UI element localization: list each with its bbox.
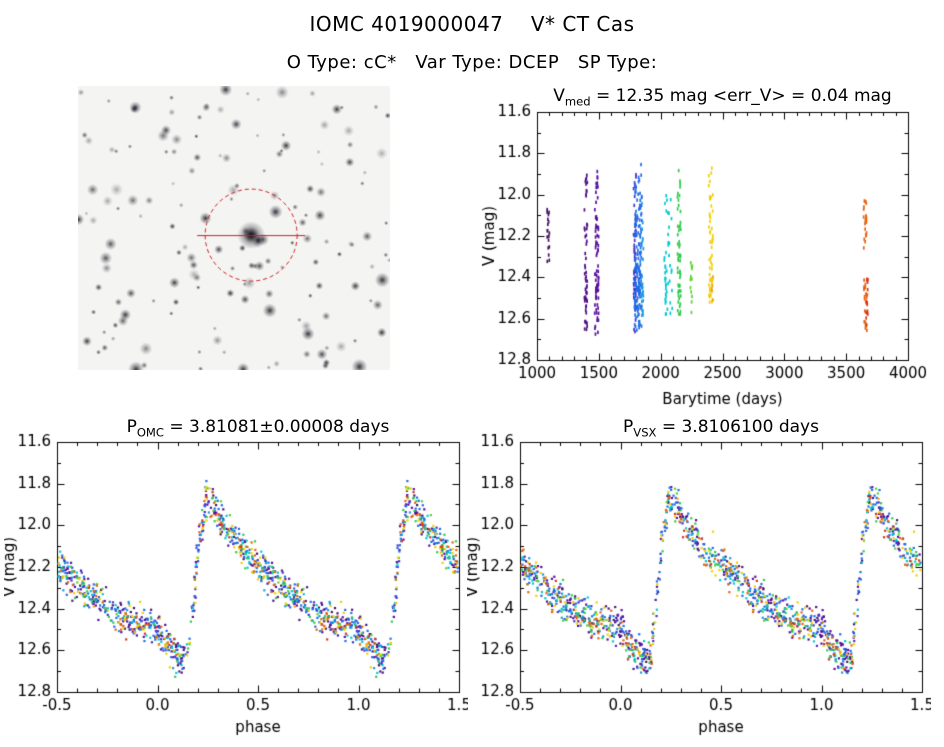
phase-vsx-canvas: [467, 415, 931, 747]
phase-vsx-plot: PVSX = 3.8106100 days: [467, 415, 931, 747]
page-title: IOMC 4019000047 V* CT Cas: [309, 12, 635, 36]
page-subtitle: O Type: cC* Var Type: DCEP SP Type:: [286, 52, 658, 73]
time-plot-title: Vmed = 12.35 mag <err_V> = 0.04 mag: [553, 86, 892, 109]
time-lightcurve-canvas: [480, 86, 940, 416]
phase-omc-canvas: [4, 415, 468, 747]
finder-star-field-image: [78, 86, 390, 370]
phase-omc-plot-title: POMC = 3.81081±0.00008 days: [126, 417, 390, 440]
phase-vsx-plot-title: PVSX = 3.8106100 days: [623, 417, 819, 440]
phase-omc-plot: POMC = 3.81081±0.00008 days: [4, 415, 468, 747]
time-lightcurve-plot: Vmed = 12.35 mag <err_V> = 0.04 mag: [480, 86, 940, 416]
